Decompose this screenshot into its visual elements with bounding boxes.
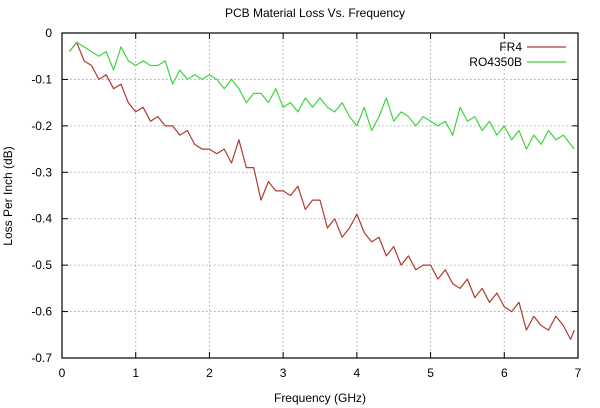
x-tick-label: 3 (280, 366, 287, 380)
series-line-fr4 (68, 41, 575, 340)
ticks: 0 1 2 3 4 5 6 7 0 -0.1 -0.2 -0.3 -0.4 -0.5 -0.6 -0.7 (31, 26, 581, 380)
series-line-ro4350b (68, 41, 575, 150)
x-tick-label: 4 (354, 366, 361, 380)
legend: FR4 RO4350B (469, 40, 566, 69)
y-tick-label: -0.7 (31, 351, 52, 365)
y-tick-label: -0.6 (31, 305, 52, 319)
plot-frame (61, 32, 579, 359)
y-tick-label: -0.4 (31, 212, 52, 226)
y-axis-label: Loss Per Inch (dB) (1, 146, 15, 245)
x-tick-label: 5 (427, 366, 434, 380)
x-axis-label: Frequency (GHz) (274, 391, 366, 405)
y-tick-label: 0 (45, 26, 52, 40)
grid (62, 33, 578, 358)
x-tick-label: 7 (575, 366, 582, 380)
chart-title: PCB Material Loss Vs. Frequency (225, 6, 405, 20)
y-tick-label: -0.5 (31, 258, 52, 272)
x-tick-label: 6 (501, 366, 508, 380)
series-lines (68, 41, 575, 340)
x-tick-label: 1 (132, 366, 139, 380)
y-tick-label: -0.1 (31, 72, 52, 86)
legend-label-fr4: FR4 (499, 40, 522, 54)
x-tick-label: 0 (59, 366, 66, 380)
y-tick-label: -0.3 (31, 165, 52, 179)
x-tick-label: 2 (206, 366, 213, 380)
y-tick-label: -0.2 (31, 119, 52, 133)
legend-label-ro4350b: RO4350B (469, 55, 522, 69)
